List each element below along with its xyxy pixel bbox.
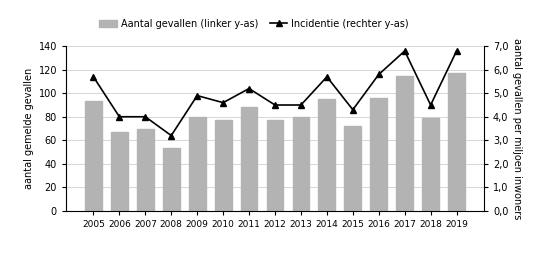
Bar bbox=[241, 107, 257, 211]
Bar bbox=[163, 149, 180, 211]
Bar bbox=[267, 120, 283, 211]
Bar bbox=[137, 128, 154, 211]
Bar bbox=[370, 98, 387, 211]
Bar bbox=[111, 132, 128, 211]
Bar bbox=[85, 102, 102, 211]
Bar bbox=[396, 76, 413, 211]
Y-axis label: aantal gevallen per miljoen inwoners: aantal gevallen per miljoen inwoners bbox=[513, 38, 522, 219]
Legend: Aantal gevallen (linker y-as), Incidentie (rechter y-as): Aantal gevallen (linker y-as), Incidenti… bbox=[96, 15, 412, 33]
Bar bbox=[422, 118, 439, 211]
Bar bbox=[214, 120, 232, 211]
Y-axis label: aantal gemelde gevallen: aantal gemelde gevallen bbox=[24, 68, 34, 189]
Bar bbox=[344, 126, 361, 211]
Bar bbox=[293, 117, 309, 211]
Bar bbox=[318, 99, 336, 211]
Bar bbox=[189, 117, 206, 211]
Bar bbox=[448, 73, 465, 211]
